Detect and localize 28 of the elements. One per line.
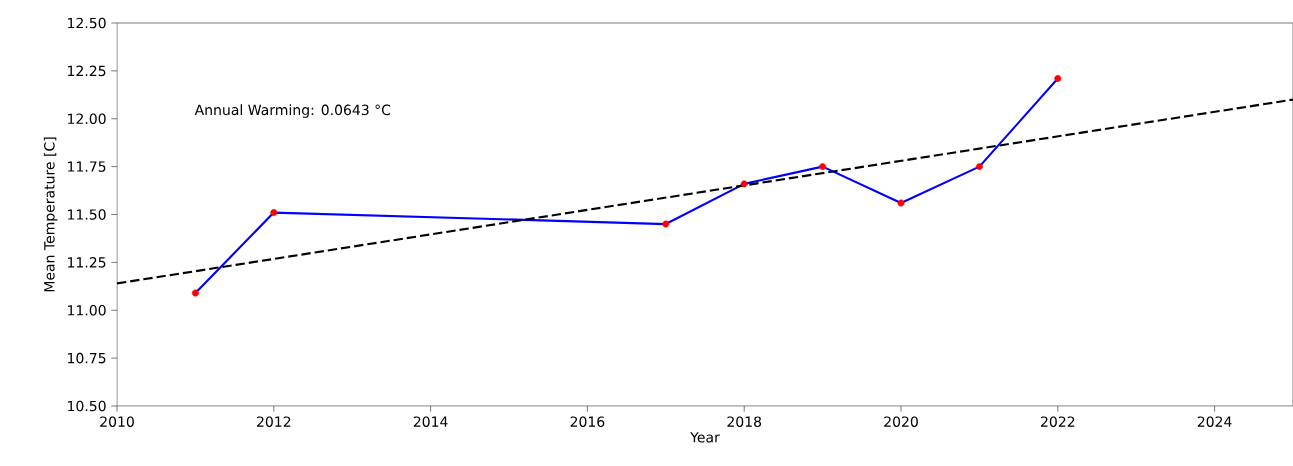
point [819, 163, 827, 171]
point [740, 180, 748, 188]
y-tick-label: 12.50 [68, 17, 106, 29]
point [662, 220, 670, 228]
y-tick-label: 10.75 [68, 352, 106, 364]
point [191, 289, 199, 297]
y-tick-label: 11.25 [68, 257, 106, 268]
x-tick-label: 2024 [1197, 416, 1232, 427]
y-tick-label: 11.00 [68, 304, 106, 316]
x-tick-label: 2016 [570, 416, 605, 427]
point [897, 199, 905, 207]
annotation: Annual Warming: 0.0643 °C [194, 104, 391, 118]
point [1054, 75, 1062, 82]
point [975, 163, 983, 171]
x-tick-label: 2012 [257, 416, 291, 427]
y-tick-label: 12.25 [68, 65, 106, 77]
y-tick-label: 10.50 [68, 400, 106, 412]
y-tick-label: 11.75 [68, 161, 106, 172]
y-tick-label: 11.50 [68, 209, 106, 220]
x-axis-title: Year [690, 432, 720, 443]
point [270, 209, 278, 217]
x-tick-label: 2010 [100, 416, 134, 427]
x-tick-label: 2018 [727, 416, 762, 427]
y-axis-title: Mean Temperature [C] [43, 137, 58, 292]
x-tick-label: 2022 [1041, 416, 1075, 427]
x-tick-label: 2014 [413, 416, 448, 427]
x-tick-label: 2020 [884, 416, 918, 427]
y-tick-label: 12.00 [68, 113, 106, 125]
